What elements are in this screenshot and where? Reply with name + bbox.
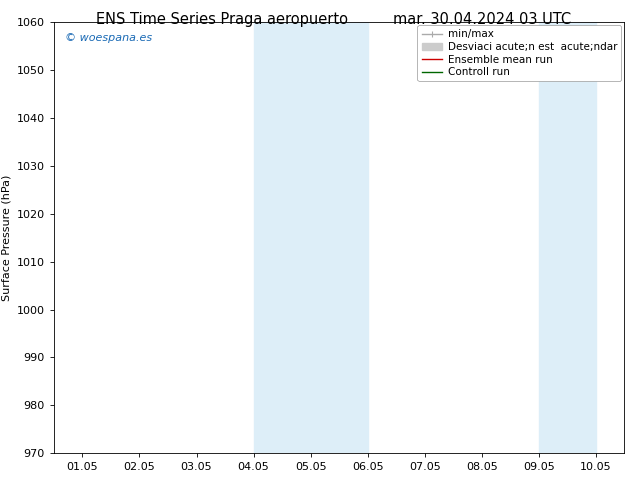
Text: ENS Time Series Praga aeropuerto: ENS Time Series Praga aeropuerto <box>96 12 348 27</box>
Bar <box>539 22 596 453</box>
Bar <box>254 22 311 453</box>
Bar <box>311 22 368 453</box>
Y-axis label: Surface Pressure (hPa): Surface Pressure (hPa) <box>1 174 11 301</box>
Legend: min/max, Desviaci acute;n est  acute;ndar, Ensemble mean run, Controll run: min/max, Desviaci acute;n est acute;ndar… <box>418 25 621 81</box>
Text: © woespana.es: © woespana.es <box>65 33 152 43</box>
Text: mar. 30.04.2024 03 UTC: mar. 30.04.2024 03 UTC <box>393 12 571 27</box>
